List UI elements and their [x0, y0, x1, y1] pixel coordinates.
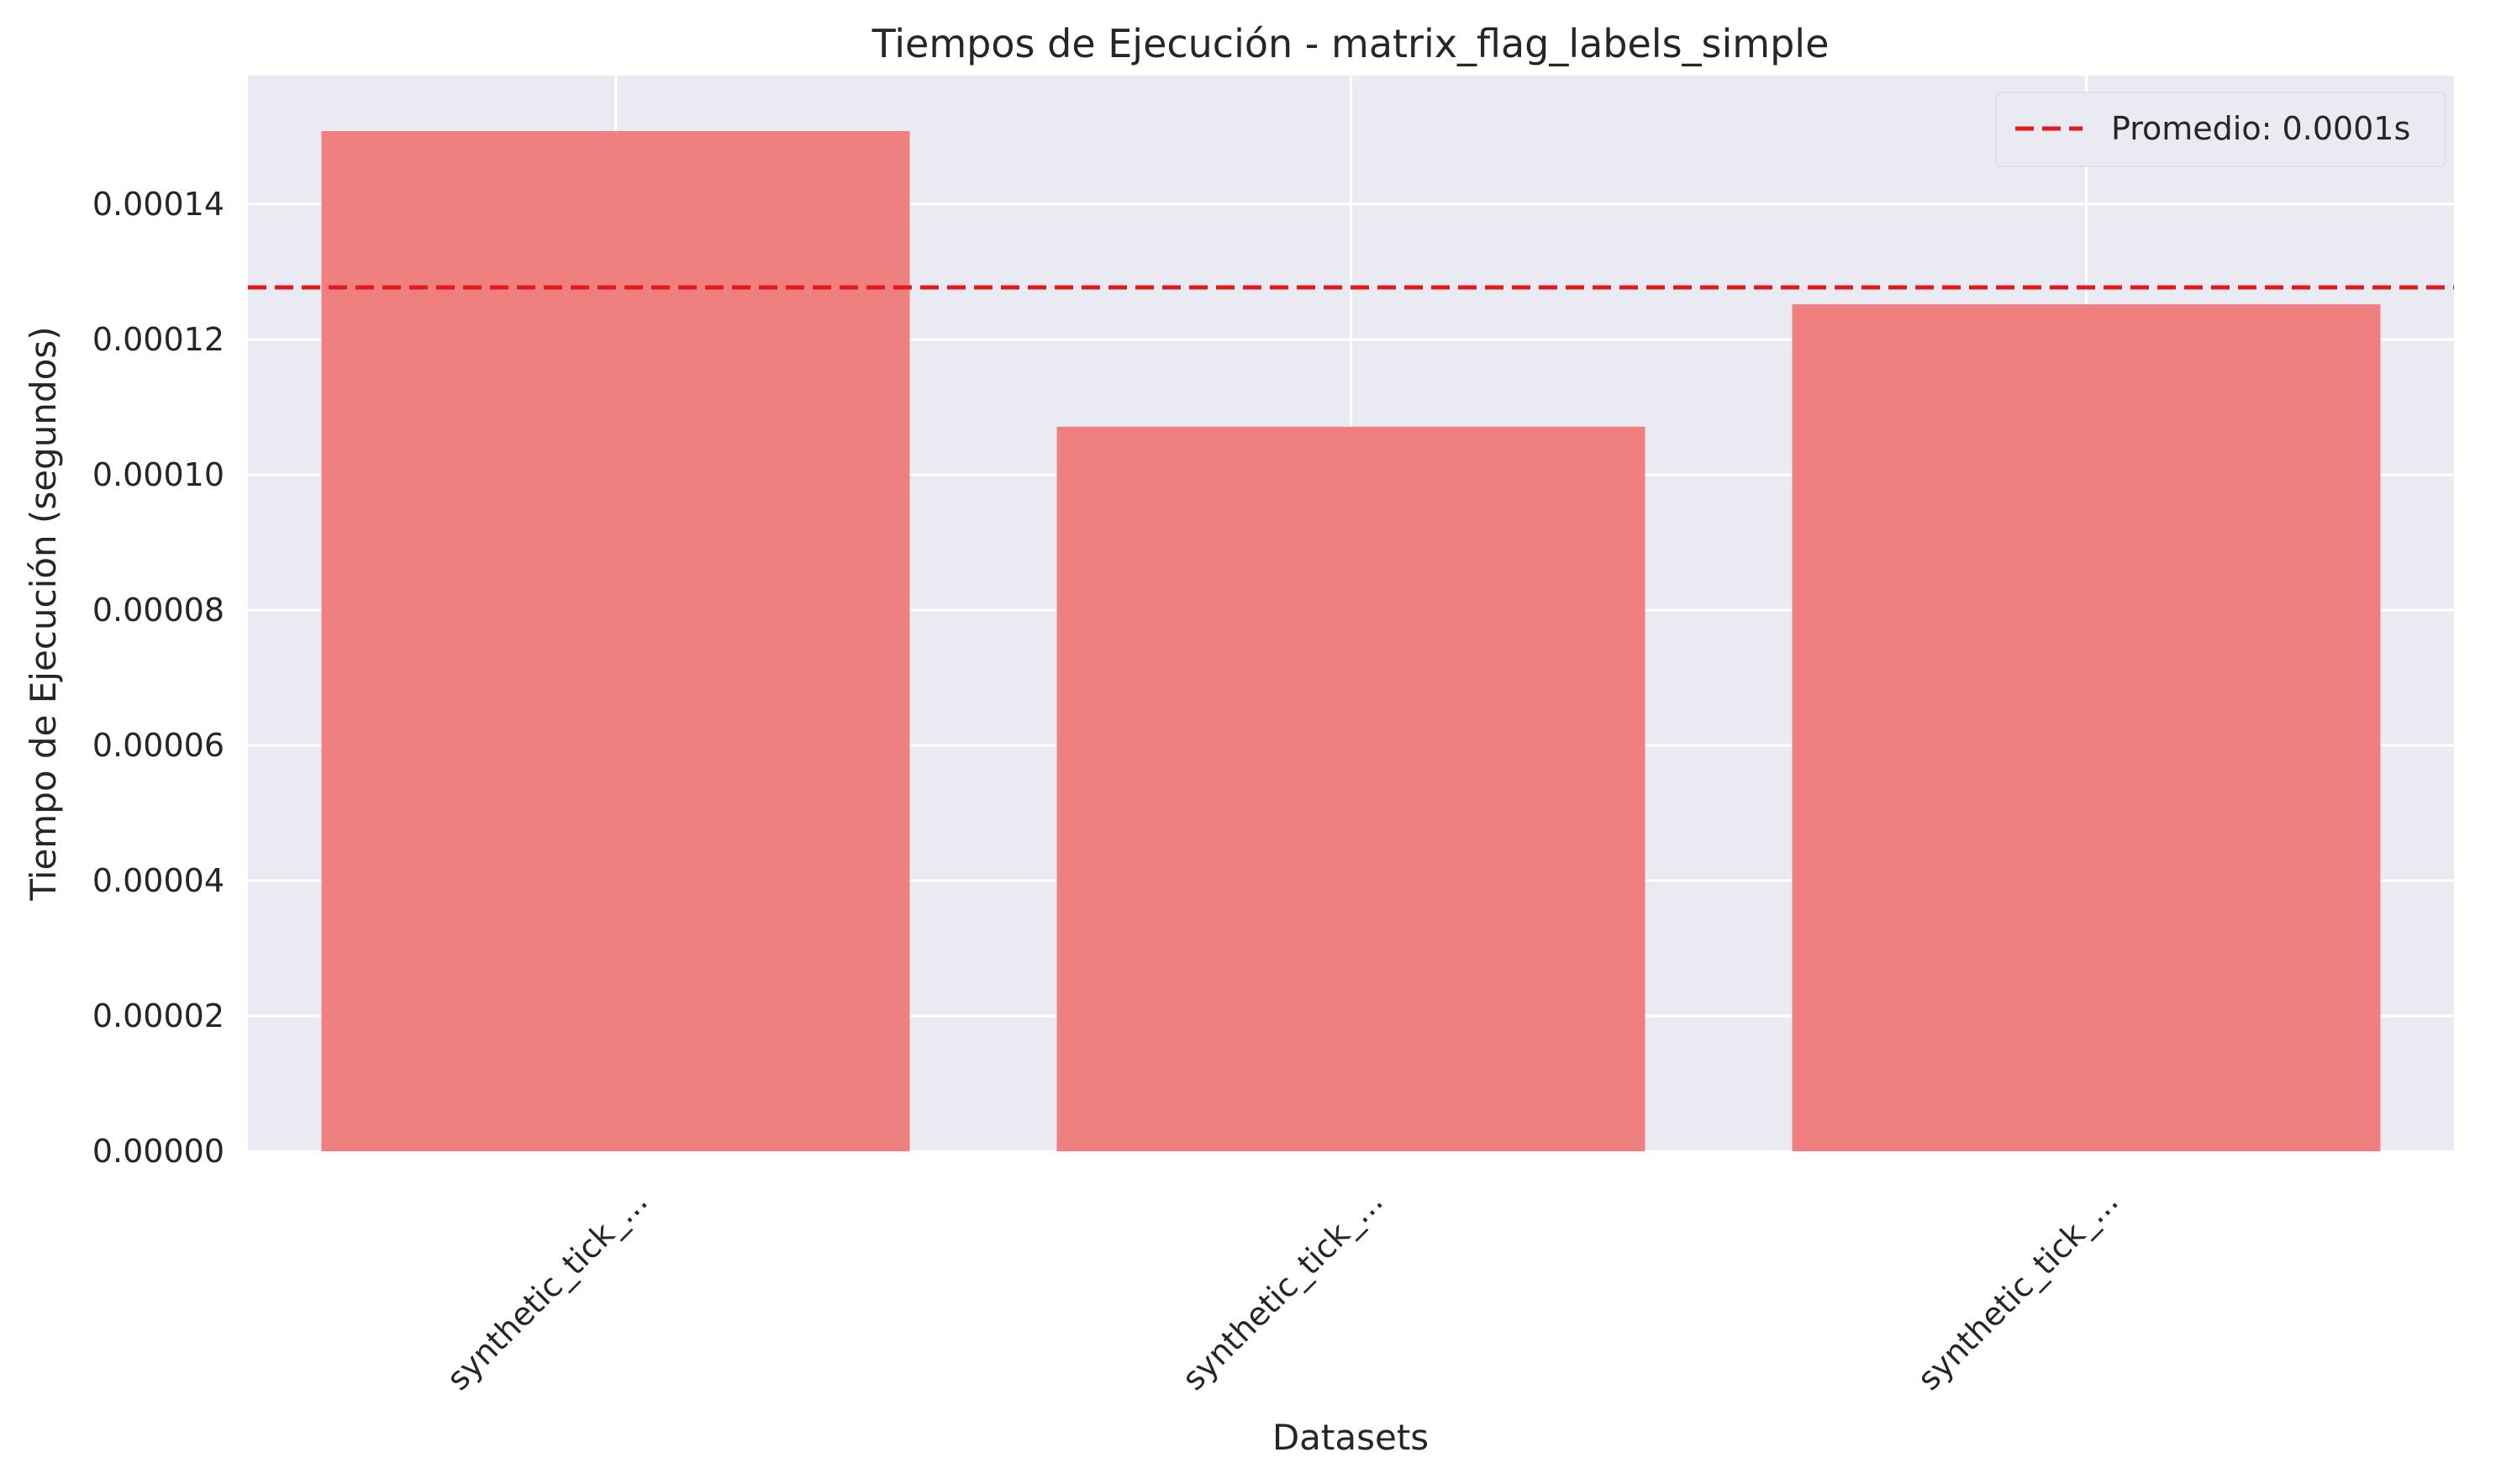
y-tick-label: 0.00012 — [92, 321, 224, 358]
chart-title: Tiempos de Ejecución - matrix_flag_label… — [871, 21, 1830, 66]
legend: Promedio: 0.0001s — [1995, 92, 2446, 167]
x-tick-label: synthetic_tick_... — [1175, 1182, 1390, 1397]
x-tick-label: synthetic_tick_... — [1910, 1182, 2125, 1397]
y-axis-title: Tiempo de Ejecución (segundos) — [23, 326, 64, 901]
y-tick-label: 0.00010 — [92, 456, 224, 493]
x-tick-label: synthetic_tick_... — [440, 1182, 655, 1397]
bars — [321, 131, 2381, 1152]
bar — [321, 131, 910, 1151]
y-tick-label: 0.00014 — [92, 186, 224, 223]
y-tick-label: 0.00002 — [92, 997, 224, 1034]
y-axis-ticks: 0.00000 0.00002 0.00004 0.00006 0.00008 0.000… — [92, 186, 224, 1170]
y-tick-label: 0.00004 — [92, 862, 224, 899]
x-axis-title: Datasets — [1272, 1417, 1429, 1458]
x-axis-ticks: synthetic_tick_... synthetic_tick_... synt… — [440, 1182, 2125, 1397]
legend-box — [1995, 92, 2446, 167]
legend-label: Promedio: 0.0001s — [2111, 110, 2410, 147]
bar — [1056, 426, 1646, 1152]
y-tick-label: 0.00006 — [92, 727, 224, 764]
bar — [1792, 304, 2381, 1152]
y-tick-label: 0.00000 — [92, 1133, 224, 1170]
y-tick-label: 0.00008 — [92, 592, 224, 629]
